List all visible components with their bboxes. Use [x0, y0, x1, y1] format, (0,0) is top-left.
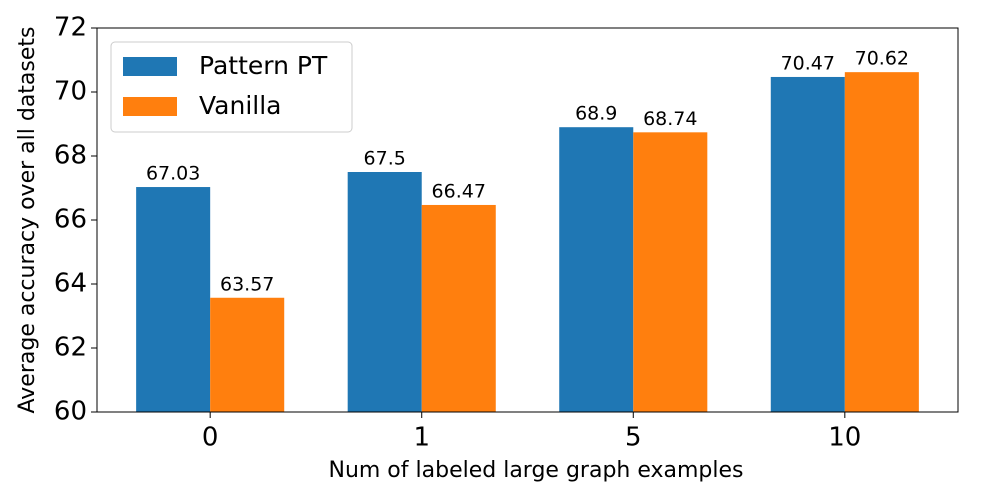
bar [421, 204, 496, 412]
x-axis-label: Num of labeled large graph examples [328, 458, 743, 483]
y-tick-label: 66 [54, 205, 87, 235]
bar [559, 127, 634, 412]
legend-swatch [123, 97, 177, 116]
x-tick-label: 0 [202, 423, 219, 453]
y-tick-label: 70 [54, 77, 87, 107]
y-tick-label: 68 [54, 141, 87, 171]
value-label: 68.9 [575, 103, 617, 125]
y-tick-label: 60 [54, 397, 87, 427]
bar [210, 297, 285, 412]
y-tick-label: 72 [54, 13, 87, 43]
bar [347, 172, 422, 412]
plot-frame [96, 27, 959, 413]
bar [633, 132, 708, 412]
value-label: 70.47 [781, 52, 835, 74]
x-tick-label: 5 [625, 423, 642, 453]
value-label: 67.03 [146, 163, 200, 185]
value-label: 67.5 [364, 148, 406, 170]
value-label: 63.57 [220, 273, 274, 295]
y-axis-label: Average accuracy over all datasets [15, 27, 40, 414]
y-tick-label: 64 [54, 269, 87, 299]
bar [844, 72, 919, 412]
value-label: 70.62 [855, 48, 909, 70]
x-tick-label: 1 [413, 423, 430, 453]
legend-swatch [123, 57, 177, 76]
bar [770, 76, 845, 413]
value-label: 66.47 [432, 180, 486, 202]
bar [136, 187, 211, 412]
x-tick-label: 10 [828, 423, 861, 453]
legend-label: Vanilla [199, 91, 281, 120]
value-label: 68.74 [643, 108, 697, 130]
y-tick-label: 62 [54, 333, 87, 363]
legend-label: Pattern PT [199, 51, 328, 80]
